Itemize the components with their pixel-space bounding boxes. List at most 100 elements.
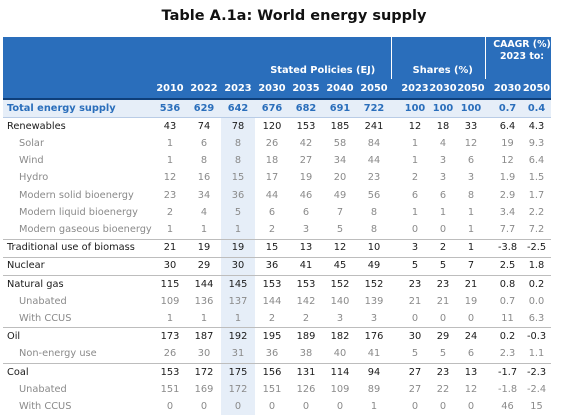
value-cell: 43	[163, 120, 177, 132]
value-cell: 29	[187, 257, 221, 276]
gap-cell	[391, 328, 401, 346]
share-cell: 27	[408, 366, 422, 378]
value-cell: 151	[262, 383, 282, 395]
table-title: Table A.1a: World energy supply	[161, 8, 427, 24]
row-label: Traditional use of biomass	[3, 239, 153, 258]
total-row: Total energy supply 536 629 642 676 682 691 722…	[3, 99, 551, 119]
value-cell: 30	[153, 257, 187, 276]
value-cell: 19	[187, 239, 221, 258]
caagr-cell: -2.3	[526, 366, 547, 378]
share-cell: 24	[464, 331, 478, 343]
subcategory-row: Modern liquid bioenergy 2 4 5 6 6 7 8 1 1 1 3.4 2.2	[3, 204, 551, 222]
value-cell: 6	[268, 206, 276, 218]
share-cell: 22	[436, 383, 450, 395]
value-cell: 0	[221, 398, 255, 415]
value-cell: 74	[197, 120, 211, 132]
gap-cell	[485, 221, 493, 240]
value-cell: 156	[262, 366, 282, 378]
value-cell: 19	[299, 172, 313, 184]
share-cell: 100	[429, 99, 457, 119]
caagr-header-line1: CAAGR (%)	[493, 39, 551, 50]
share-cell: 5	[401, 345, 429, 364]
value-cell: 1	[187, 310, 221, 329]
value-cell: 1	[166, 155, 174, 167]
value-cell: 2	[166, 206, 174, 218]
value-cell: 56	[367, 189, 381, 201]
share-cell: 29	[436, 331, 450, 343]
share-cell: 3	[401, 239, 429, 258]
row-label: Modern gaseous bioenergy	[3, 221, 153, 240]
value-cell: 38	[289, 345, 323, 364]
caagr-cell: 19	[501, 138, 514, 150]
share-cell: 3	[467, 172, 475, 184]
value-cell: 153	[296, 120, 316, 132]
subcategory-row: Unabated 151 169 172 151 126 109 89 27 22 12 -1.8 -2…	[3, 381, 551, 399]
value-cell: 153	[160, 366, 180, 378]
row-label: Non-energy use	[3, 345, 153, 364]
gap-cell	[485, 135, 493, 152]
caagr-year-header: 2050	[522, 79, 551, 100]
gap-cell	[391, 135, 401, 152]
gap-cell	[391, 381, 401, 398]
row-label: Unabated	[19, 383, 67, 395]
share-cell: 13	[464, 366, 478, 378]
subcategory-row: With CCUS 0 0 0 0 0 0 1 0 0 0 46 15	[3, 398, 551, 415]
gap-cell	[391, 363, 401, 381]
value-cell: 12	[323, 239, 357, 258]
value-cell: 78	[221, 117, 255, 136]
value-cell: 109	[330, 383, 350, 395]
value-cell: 0	[336, 400, 344, 412]
caagr-cell: 1.7	[528, 189, 545, 201]
gap-cell	[485, 293, 493, 310]
value-cell: 7	[336, 206, 344, 218]
value-cell: 31	[221, 345, 255, 364]
share-cell: 0	[411, 400, 419, 412]
share-cell: 21	[436, 295, 450, 307]
gap-cell	[485, 310, 493, 329]
value-cell: 169	[194, 383, 214, 395]
caagr-cell: 0.7	[493, 99, 522, 119]
share-cell: 1	[457, 221, 485, 240]
gap-cell	[391, 398, 401, 415]
category-row: Natural gas 115 144 145 153 153 152 152 23 23 21 0.…	[3, 275, 551, 294]
value-cell: 94	[367, 366, 381, 378]
value-cell: 36	[221, 186, 255, 205]
value-cell: 0	[166, 400, 174, 412]
share-cell: 1	[467, 206, 475, 218]
value-cell: 36	[255, 345, 289, 364]
row-label: With CCUS	[19, 400, 72, 412]
gap-cell	[485, 239, 493, 258]
value-cell: 84	[367, 138, 381, 150]
stated-policies-header: Stated Policies (EJ)	[255, 37, 392, 79]
gap-cell	[391, 310, 401, 329]
value-cell: 140	[330, 295, 350, 307]
subcategory-row: With CCUS 1 1 1 2 2 3 3 0 0 0 11 6.3	[3, 310, 551, 329]
share-cell: 0	[457, 310, 485, 329]
share-year-header: 2050	[457, 79, 485, 100]
value-cell: 15	[255, 239, 289, 258]
caagr-cell: -2.5	[522, 239, 551, 258]
value-cell: 114	[330, 366, 350, 378]
value-cell: 152	[330, 278, 350, 290]
share-year-header: 2030	[429, 79, 457, 100]
value-cell: 0	[268, 400, 276, 412]
energy-supply-table: Stated Policies (EJ) Shares (%) CAAGR (%…	[3, 37, 551, 415]
value-cell: 182	[330, 331, 350, 343]
value-cell: 16	[197, 172, 211, 184]
share-cell: 8	[467, 189, 475, 201]
value-cell: 691	[323, 99, 357, 119]
row-label: Oil	[7, 331, 21, 343]
value-cell: 136	[194, 295, 214, 307]
share-cell: 100	[457, 99, 485, 119]
share-cell: 12	[408, 120, 422, 132]
value-cell: 3	[357, 310, 391, 329]
gap-cell	[485, 275, 493, 293]
value-cell: 1	[221, 221, 255, 240]
value-cell: 5	[323, 221, 357, 240]
value-cell: 176	[364, 331, 384, 343]
caagr-cell: -2.4	[526, 383, 547, 395]
value-cell: 153	[296, 278, 316, 290]
share-cell: 5	[429, 257, 457, 276]
value-cell: 151	[160, 383, 180, 395]
header-gap-2	[485, 37, 493, 79]
